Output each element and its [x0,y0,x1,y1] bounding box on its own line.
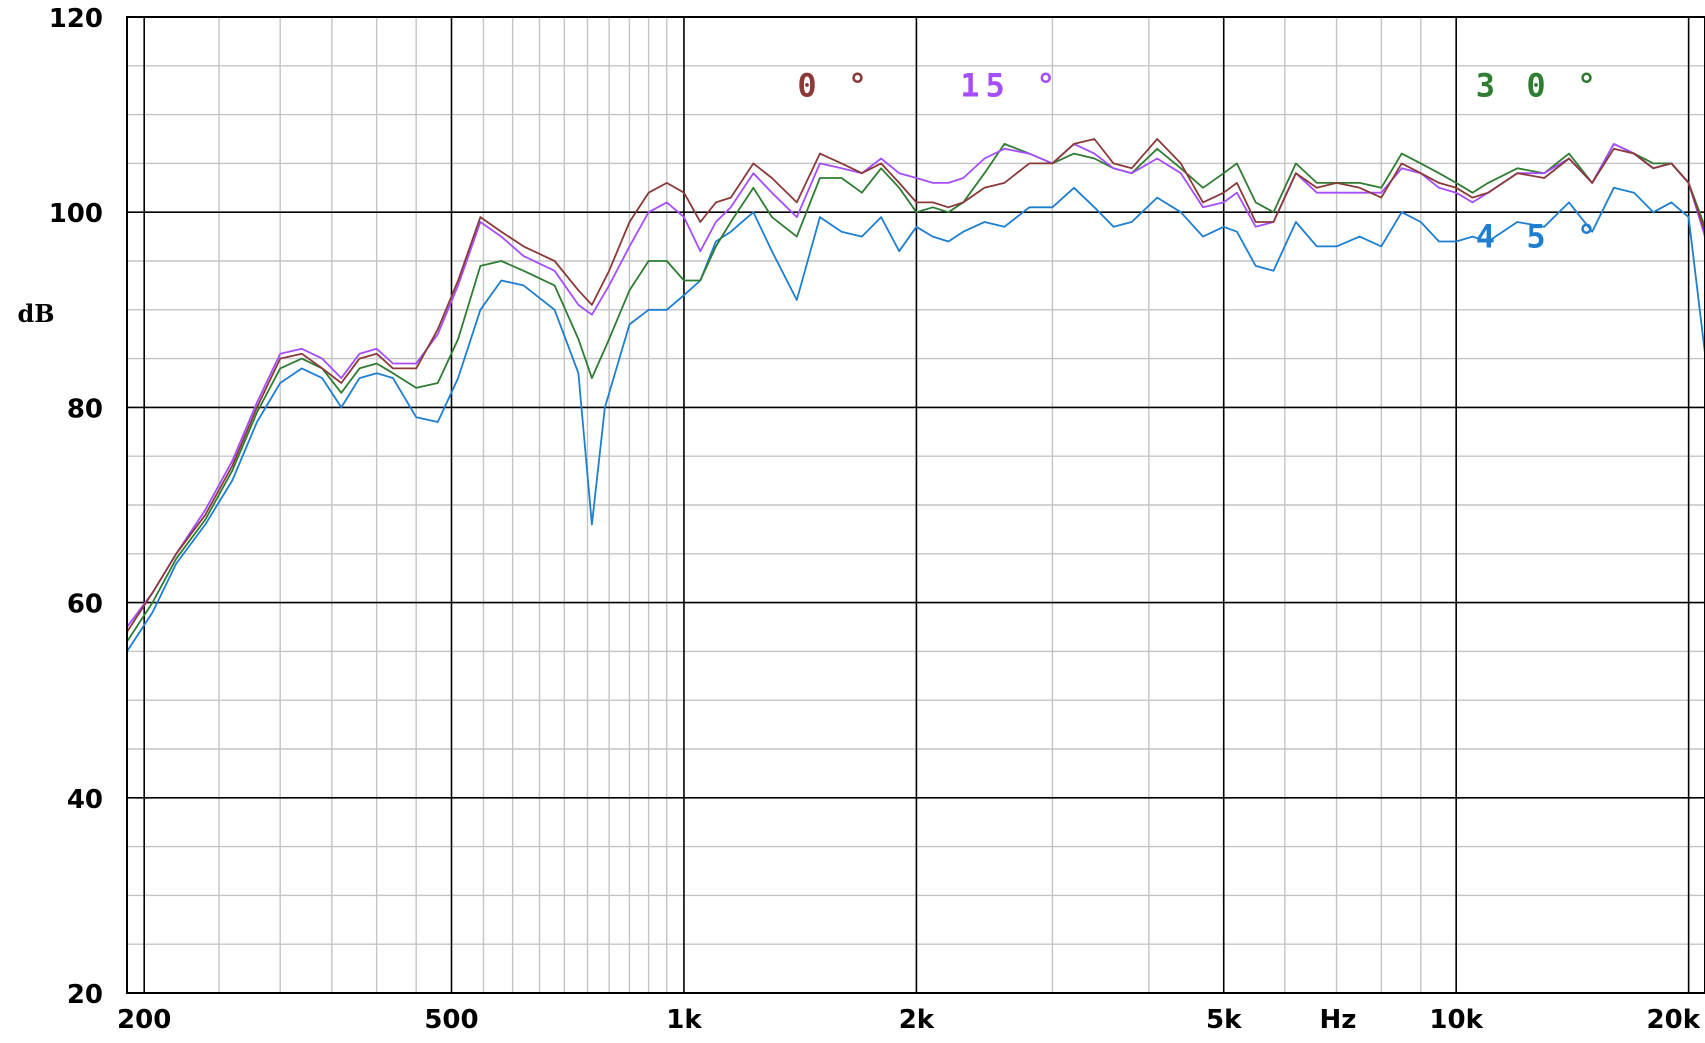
series-line [126,186,1705,652]
series-line [126,138,1705,633]
x-tick-label: 500 [424,1005,478,1035]
series-labels: 0 ° 15 ° 3 0 ° 4 5 ° [797,66,1602,256]
y-tick-label: 60 [67,590,103,620]
y-axis-label: dB [17,299,54,328]
series-label: 4 5 ° [1476,218,1602,256]
x-tick-labels: 200 500 1k 2k 5k 10k 20k [117,1005,1701,1035]
series-label: 0 ° [797,66,873,104]
y-tick-label: 80 [67,394,103,424]
x-tick-label: 20k [1647,1005,1701,1035]
series-line [126,142,1705,628]
series-label: 3 0 ° [1476,66,1602,104]
y-tick-label: 40 [67,785,103,815]
x-tick-label: 10k [1429,1005,1483,1035]
y-tick-label: 120 [49,4,103,34]
series-label: 15 ° [960,66,1061,104]
plot-frame [126,16,1705,994]
x-tick-label: 200 [117,1005,171,1035]
x-tick-label: 5k [1206,1005,1242,1035]
y-tick-label: 100 [49,199,103,229]
x-tick-label: 2k [899,1005,935,1035]
y-tick-labels: 20 40 60 80 100 120 [49,4,103,1010]
series-lines [126,138,1705,652]
x-axis-label: Hz [1320,1005,1357,1035]
y-tick-label: 20 [67,980,103,1010]
series-line [126,142,1705,643]
x-tick-label: 1k [666,1005,702,1035]
